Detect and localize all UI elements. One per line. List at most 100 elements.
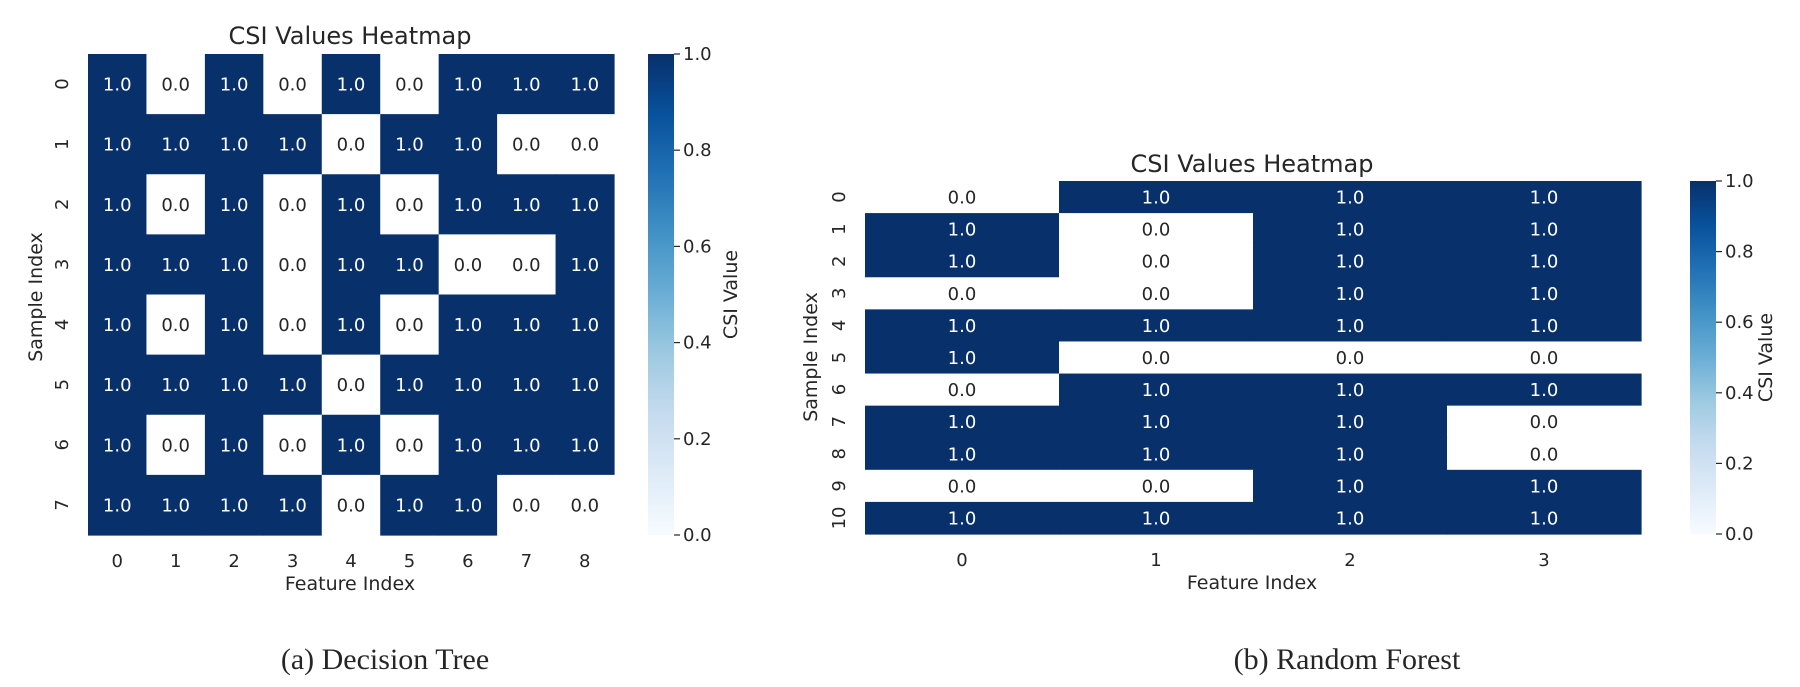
heatmap-cell (263, 294, 323, 356)
heatmap-cell (438, 294, 498, 356)
cell-value-label: 1.0 (454, 435, 483, 456)
colorbar-tick-label: 1.0 (1725, 171, 1754, 192)
panel-b-colorbar: 0.0 0.2 0.4 0.6 0.8 1.0 CSI Value (1690, 171, 1777, 545)
heatmap-cell (438, 354, 498, 416)
heatmap-cell (1447, 181, 1642, 214)
heatmap-cell (321, 414, 381, 476)
heatmap-cell (146, 54, 206, 115)
cell-value-label: 1.0 (1142, 316, 1171, 337)
heatmap-cell (1447, 213, 1642, 246)
cell-value-label: 1.0 (220, 435, 249, 456)
cell-value-label: 1.0 (454, 315, 483, 336)
cell-value-label: 0.0 (395, 315, 424, 336)
heatmap-cell (263, 114, 323, 175)
cell-value-label: 0.0 (1336, 348, 1365, 369)
cell-value-label: 1.0 (337, 255, 366, 276)
heatmap-cell (146, 174, 206, 235)
heatmap-cell (1447, 469, 1642, 503)
cell-value-label: 1.0 (1336, 412, 1365, 433)
cell-value-label: 0.0 (161, 315, 190, 336)
colorbar-label: CSI Value (720, 250, 742, 339)
colorbar-tick-label: 0.0 (683, 525, 712, 546)
heatmap-cell (204, 54, 264, 115)
heatmap-cell (1447, 501, 1642, 535)
cell-value-label: 0.0 (570, 135, 599, 156)
heatmap-cell (1059, 437, 1254, 471)
cell-value-label: 1.0 (948, 252, 977, 273)
heatmap-cell (497, 414, 557, 476)
cell-value-label: 1.0 (1336, 252, 1365, 273)
cell-value-label: 1.0 (1530, 220, 1559, 241)
heatmap-cell (1253, 373, 1448, 407)
y-tick-label: 5 (52, 379, 73, 390)
heatmap-cell (1253, 245, 1448, 278)
colorbar-tick-label: 0.4 (1725, 383, 1754, 404)
heatmap-cell (555, 294, 615, 356)
x-tick-label: 7 (521, 551, 532, 572)
cell-value-label: 0.0 (278, 315, 307, 336)
cell-value-label: 1.0 (948, 316, 977, 337)
y-tick-label: 1 (829, 223, 850, 234)
cell-value-label: 1.0 (454, 75, 483, 96)
cell-value-label: 0.0 (512, 255, 541, 276)
cell-value-label: 1.0 (454, 375, 483, 396)
heatmap-cell (321, 294, 381, 356)
heatmap-cell (1059, 181, 1254, 214)
cell-value-label: 0.0 (161, 195, 190, 216)
heatmap-cell (380, 414, 440, 476)
heatmap-cell (865, 373, 1060, 407)
panel-b-ylabel: Sample Index (800, 292, 822, 422)
cell-value-label: 1.0 (220, 75, 249, 96)
heatmap-cell (146, 354, 206, 416)
cell-value-label: 1.0 (1336, 444, 1365, 465)
cell-value-label: 1.0 (161, 495, 190, 516)
cell-value-label: 1.0 (1530, 476, 1559, 497)
panel-a-x-ticks: 0 1 2 3 4 5 6 7 8 (111, 551, 590, 572)
heatmap-cell (88, 54, 148, 115)
cell-value-label: 1.0 (570, 195, 599, 216)
heatmap-cell (865, 277, 1060, 310)
panel-decision-tree: CSI Values Heatmap 1.0 0.0 1.0 0.0 1.0 0.0 1.0… (25, 22, 742, 676)
heatmap-cell (1447, 373, 1642, 407)
heatmap-cell (438, 414, 498, 476)
heatmap-cell (1253, 309, 1448, 343)
heatmap-cell (555, 354, 615, 416)
y-tick-label: 0 (829, 191, 850, 202)
heatmap-cell (555, 174, 615, 235)
heatmap-cell (1059, 309, 1254, 343)
heatmap-cell (321, 114, 381, 175)
cell-value-label: 1.0 (1336, 220, 1365, 241)
heatmap-cell (865, 181, 1060, 214)
heatmap-cell (555, 474, 615, 536)
cell-value-label: 1.0 (1530, 316, 1559, 337)
heatmap-cell (1059, 469, 1254, 503)
x-tick-label: 0 (111, 551, 122, 572)
cell-value-label: 0.0 (161, 435, 190, 456)
panel-a-y-ticks: 0 1 2 3 4 5 6 7 (52, 78, 73, 510)
heatmap-cell (865, 405, 1060, 439)
cell-value-label: 0.0 (1530, 348, 1559, 369)
colorbar-tick-label: 0.6 (1725, 312, 1754, 333)
heatmap-cell (88, 114, 148, 175)
heatmap-cell (321, 174, 381, 235)
cell-value-label: 1.0 (103, 315, 132, 336)
cell-value-label: 1.0 (337, 75, 366, 96)
heatmap-cell (263, 354, 323, 416)
colorbar-tick-label: 0.0 (1725, 524, 1754, 545)
colorbar-tick-label: 0.8 (1725, 242, 1754, 263)
cell-value-label: 0.0 (278, 435, 307, 456)
cell-value-label: 1.0 (161, 135, 190, 156)
y-tick-label: 2 (829, 256, 850, 267)
cell-value-label: 1.0 (1336, 188, 1365, 209)
cell-value-label: 1.0 (1336, 284, 1365, 305)
cell-value-label: 1.0 (512, 195, 541, 216)
x-tick-label: 2 (228, 551, 239, 572)
heatmap-cell (865, 245, 1060, 278)
cell-value-label: 1.0 (1142, 188, 1171, 209)
panel-b-cells: 0.0 1.0 1.0 1.0 1.0 0.0 1.0 1.0 1.0 0.0 1.0 1.0 0.0 0… (865, 181, 1642, 535)
cell-value-label: 0.0 (395, 195, 424, 216)
x-tick-label: 2 (1344, 550, 1355, 571)
cell-value-label: 1.0 (948, 508, 977, 529)
heatmap-cell (497, 114, 557, 175)
heatmap-cell (146, 114, 206, 175)
